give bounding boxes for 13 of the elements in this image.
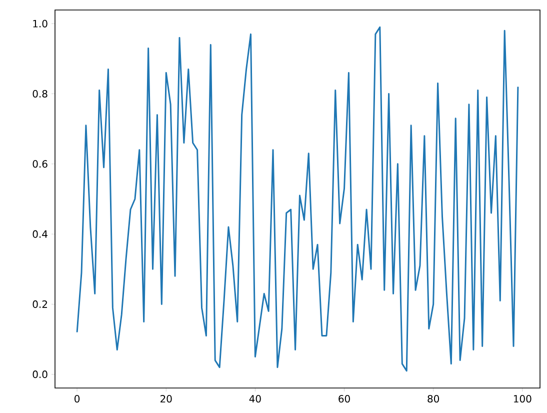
y-tick-label: 0.6 <box>32 160 48 168</box>
y-tick-label: 1.0 <box>33 20 48 28</box>
x-tick-label: 40 <box>249 395 261 403</box>
y-tick-label: 0.0 <box>32 370 48 378</box>
line-series <box>76 26 519 372</box>
x-tick-label: 80 <box>428 395 440 403</box>
x-tick-label: 20 <box>160 395 172 403</box>
y-tick-label: 0.4 <box>32 230 48 238</box>
x-tick-label: 100 <box>514 395 532 403</box>
x-tick-label: 0 <box>74 395 80 403</box>
y-tick-label: 0.8 <box>32 90 48 98</box>
y-tick-label: 0.2 <box>32 300 47 308</box>
x-tick-label: 60 <box>338 395 350 403</box>
